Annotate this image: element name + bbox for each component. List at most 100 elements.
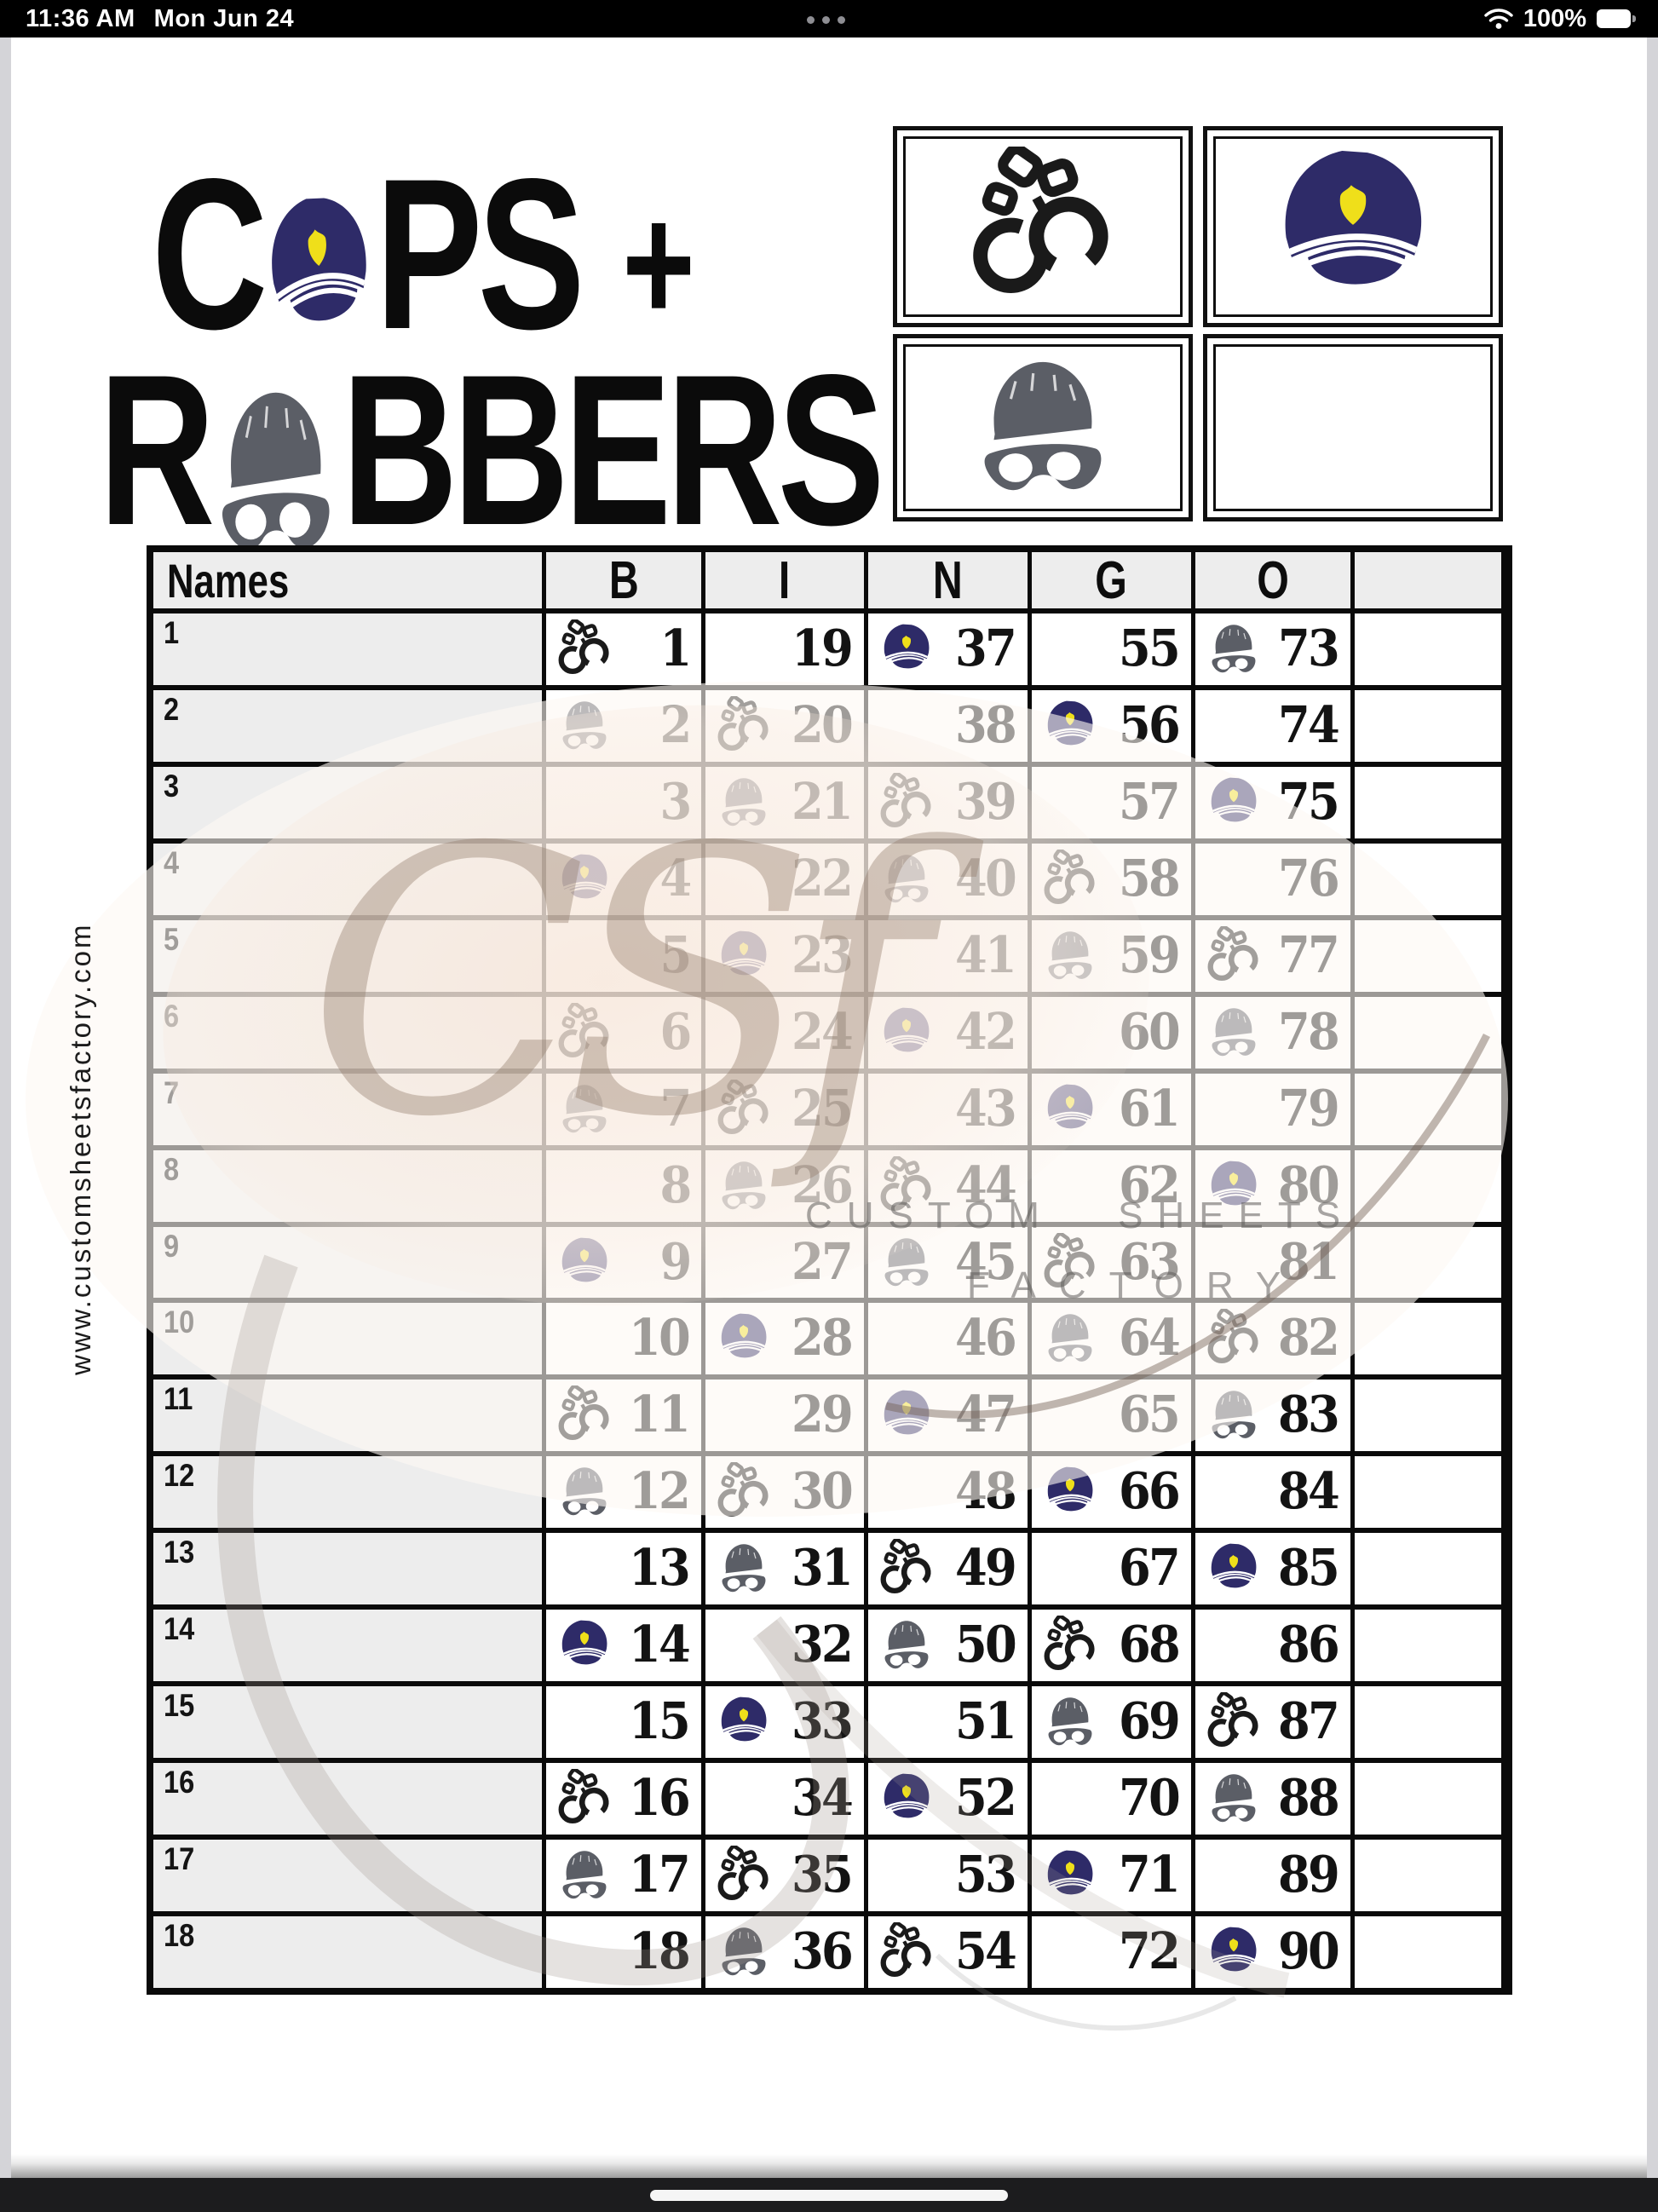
handcuffs-icon <box>714 1080 774 1139</box>
cell-N-52: 52 <box>868 1763 1028 1835</box>
cell-number: 74 <box>1277 695 1340 755</box>
cell-O-80: 80 <box>1195 1149 1350 1222</box>
legend-box-empty <box>1203 334 1503 521</box>
cell-number: 76 <box>1277 848 1340 907</box>
row-number-label: 14 <box>164 1611 195 1647</box>
legend-box-inner <box>903 136 1183 317</box>
legend-box-inner <box>1213 344 1493 511</box>
cell-B-9: 9 <box>546 1226 701 1299</box>
cell-O-86: 86 <box>1195 1610 1350 1682</box>
cell-O-85: 85 <box>1195 1533 1350 1605</box>
cell-B-15: 15 <box>546 1686 701 1759</box>
cell-N-37: 37 <box>868 613 1028 685</box>
robber-icon <box>714 1156 774 1216</box>
cell-I-29: 29 <box>705 1380 864 1452</box>
cell-B-6: 6 <box>546 996 701 1069</box>
title-robbers-r: R <box>99 331 216 570</box>
status-date: Mon Jun 24 <box>153 4 295 32</box>
robber-icon <box>877 1233 936 1293</box>
cell-number: 1 <box>659 619 692 678</box>
cell-number: 10 <box>628 1308 691 1368</box>
cell-number: 40 <box>954 848 1017 907</box>
cell-G-60: 60 <box>1032 996 1191 1069</box>
cell-number: 18 <box>628 1921 691 1981</box>
names-header-label: Names <box>167 553 290 608</box>
cell-I-34: 34 <box>705 1763 864 1835</box>
name-cell-row-2: 2 <box>153 689 542 762</box>
handcuffs-icon <box>963 147 1123 307</box>
police-hat-icon <box>555 1616 614 1675</box>
police-hat-icon <box>877 1385 936 1445</box>
cell-I-27: 27 <box>705 1226 864 1299</box>
name-cell-row-3: 3 <box>153 766 542 838</box>
robber-icon <box>1204 1003 1264 1063</box>
cell-number: 78 <box>1277 1001 1340 1061</box>
multitasking-dots-icon <box>807 16 845 24</box>
home-indicator[interactable] <box>650 2190 1008 2201</box>
cell-number: 43 <box>954 1078 1017 1138</box>
row-number-label: 2 <box>164 691 180 727</box>
status-bar: 11:36 AM Mon Jun 24 100% <box>0 0 1658 37</box>
cell-B-7: 7 <box>546 1073 701 1145</box>
cell-number: 6 <box>659 1001 692 1061</box>
cell-number: 62 <box>1118 1155 1181 1214</box>
cell-G-62: 62 <box>1032 1149 1191 1222</box>
row-number-label: 6 <box>164 998 180 1034</box>
cell-number: 35 <box>791 1845 854 1904</box>
cell-number: 32 <box>791 1615 854 1674</box>
robber-icon <box>714 1922 774 1982</box>
cell-N-49: 49 <box>868 1533 1028 1605</box>
cell-G-63: 63 <box>1032 1226 1191 1299</box>
cell-O-78: 78 <box>1195 996 1350 1069</box>
row-number-label: 3 <box>164 768 180 804</box>
cell-number: 77 <box>1277 925 1340 984</box>
cell-number: 52 <box>954 1768 1017 1828</box>
name-cell-row-13: 13 <box>153 1533 542 1605</box>
robber-icon <box>555 1846 614 1905</box>
cell-B-4: 4 <box>546 843 701 915</box>
row-number-label: 16 <box>164 1765 195 1800</box>
cell-N-51: 51 <box>868 1686 1028 1759</box>
cell-number: 61 <box>1118 1078 1181 1138</box>
cell-number: 83 <box>1277 1385 1340 1444</box>
cell-G-66: 66 <box>1032 1456 1191 1529</box>
cell-number: 27 <box>791 1231 854 1291</box>
row-number-label: 7 <box>164 1074 180 1110</box>
cell-number: 79 <box>1277 1078 1340 1138</box>
cell-number: 24 <box>791 1001 854 1061</box>
cell-number: 5 <box>659 925 692 984</box>
cell-blank-row-12 <box>1355 1456 1501 1529</box>
cell-number: 26 <box>791 1155 854 1214</box>
cell-O-76: 76 <box>1195 843 1350 915</box>
robber-icon <box>555 1080 614 1139</box>
cell-number: 60 <box>1118 1001 1181 1061</box>
cell-number: 44 <box>954 1155 1017 1214</box>
cell-I-36: 36 <box>705 1916 864 1988</box>
row-number-label: 4 <box>164 844 180 880</box>
cell-O-74: 74 <box>1195 689 1350 762</box>
cell-number: 67 <box>1118 1538 1181 1598</box>
handcuffs-icon <box>714 1846 774 1905</box>
police-hat-icon <box>555 1233 614 1293</box>
handcuffs-icon <box>714 696 774 756</box>
cell-number: 64 <box>1118 1308 1181 1368</box>
cell-number: 90 <box>1277 1921 1340 1981</box>
name-cell-row-7: 7 <box>153 1073 542 1145</box>
cell-number: 16 <box>628 1768 691 1828</box>
cell-I-26: 26 <box>705 1149 864 1222</box>
cell-number: 39 <box>954 771 1017 831</box>
cell-blank-row-16 <box>1355 1763 1501 1835</box>
cell-number: 86 <box>1277 1615 1340 1674</box>
cell-G-68: 68 <box>1032 1610 1191 1682</box>
cell-number: 37 <box>954 619 1017 678</box>
cell-G-58: 58 <box>1032 843 1191 915</box>
cell-I-25: 25 <box>705 1073 864 1145</box>
cell-N-42: 42 <box>868 996 1028 1069</box>
cell-O-83: 83 <box>1195 1380 1350 1452</box>
cell-number: 65 <box>1118 1385 1181 1444</box>
cell-blank-row-11 <box>1355 1380 1501 1452</box>
bingo-letter: B <box>608 550 639 610</box>
legend-box-inner <box>1213 136 1493 317</box>
cell-B-17: 17 <box>546 1840 701 1912</box>
cell-G-67: 67 <box>1032 1533 1191 1605</box>
